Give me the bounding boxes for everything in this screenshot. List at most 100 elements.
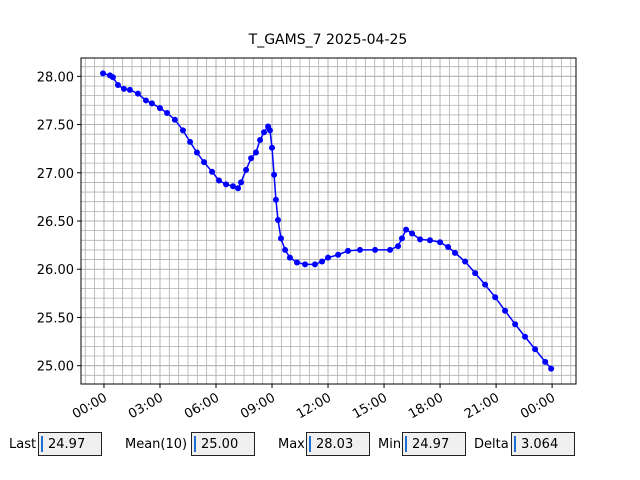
data-point [452, 249, 459, 256]
data-point [319, 258, 326, 265]
x-tick-label: 12:00 [294, 390, 334, 422]
chart: T_GAMS_7 2025-04-25 25.00 25.50 26.00 26.50… [37, 32, 577, 422]
data-point [171, 116, 178, 123]
status-field: Last 24.97 [9, 432, 102, 456]
data-point [271, 171, 278, 178]
status-value: 3.064 [521, 436, 559, 452]
y-tick-label: 26.50 [37, 215, 74, 230]
data-point [512, 321, 519, 328]
data-point [302, 261, 309, 268]
data-point [532, 346, 539, 353]
x-tick-label: 21:00 [462, 390, 502, 422]
status-value: 24.97 [412, 436, 450, 452]
data-point [126, 86, 133, 93]
data-point [269, 144, 276, 151]
data-point [187, 138, 194, 145]
data-point [409, 230, 416, 237]
data-point [223, 181, 230, 188]
data-point [356, 246, 363, 253]
text-cursor [41, 436, 43, 452]
status-value-box[interactable]: 24.97 [38, 432, 102, 456]
status-label: Delta [474, 436, 509, 452]
data-point [542, 358, 549, 365]
status-value: 28.03 [316, 436, 354, 452]
x-tick-label: 06:00 [182, 390, 222, 422]
y-tick-label: 25.00 [37, 360, 74, 375]
data-point [266, 127, 273, 134]
status-value: 25.00 [201, 436, 239, 452]
text-cursor [405, 436, 407, 452]
y-tick-label: 25.50 [37, 311, 74, 326]
status-field: Max 28.03 [278, 432, 370, 456]
status-field: Delta 3.064 [474, 432, 575, 456]
status-label: Min [378, 436, 402, 452]
status-value: 24.97 [48, 436, 86, 452]
data-point [109, 74, 116, 81]
plot-frame [80, 57, 577, 385]
data-point [492, 294, 499, 301]
data-point [260, 129, 267, 136]
data-point [403, 226, 410, 233]
data-point [209, 168, 216, 175]
data-point [252, 149, 259, 156]
data-point [243, 166, 250, 173]
data-point [387, 246, 394, 253]
text-cursor [514, 436, 516, 452]
x-tick-label: 09:00 [238, 390, 278, 422]
data-point [502, 307, 509, 314]
data-point [398, 235, 405, 242]
data-point [201, 159, 208, 166]
status-field: Min 24.97 [378, 432, 466, 456]
data-point [274, 217, 281, 224]
x-tick-label: 00:00 [518, 390, 558, 422]
x-tick-label: 15:00 [350, 390, 390, 422]
status-value-box[interactable]: 25.00 [191, 432, 255, 456]
data-point [522, 333, 529, 340]
data-point [325, 254, 332, 261]
data-point [100, 70, 107, 77]
y-tick-label: 27.00 [37, 167, 74, 182]
data-point [311, 261, 318, 268]
status-value-box[interactable]: 3.064 [511, 432, 575, 456]
x-tick-label: 18:00 [406, 390, 446, 422]
data-point [134, 90, 141, 97]
status-value-box[interactable]: 24.97 [402, 432, 466, 456]
data-point [472, 270, 479, 277]
status-label: Max [278, 436, 305, 452]
chart-title: T_GAMS_7 2025-04-25 [248, 32, 408, 48]
data-point [164, 109, 171, 116]
data-point [229, 183, 236, 190]
data-point [372, 246, 379, 253]
data-point [114, 82, 121, 89]
x-tick-label: 03:00 [126, 390, 166, 422]
data-point [215, 177, 222, 184]
data-point [148, 100, 155, 107]
y-tick-label: 27.50 [37, 119, 74, 134]
data-point [445, 244, 452, 251]
data-point [462, 258, 469, 265]
data-point [272, 196, 279, 203]
data-point [179, 127, 186, 134]
data-point [335, 251, 342, 258]
data-point [395, 243, 402, 250]
data-point [345, 247, 352, 254]
data-point [286, 254, 293, 261]
data-point [437, 239, 444, 246]
data-point [294, 259, 301, 266]
data-point [482, 281, 489, 288]
y-tick-label: 26.00 [37, 263, 74, 278]
data-point [193, 149, 200, 156]
data-point [235, 185, 242, 192]
status-value-box[interactable]: 28.03 [306, 432, 370, 456]
y-tick-label: 28.00 [37, 70, 74, 85]
status-label: Last [9, 436, 37, 452]
status-field: Mean(10) 25.00 [125, 432, 255, 456]
data-point [120, 85, 127, 92]
text-cursor [309, 436, 311, 452]
data-point [417, 236, 424, 243]
x-tick-label: 00:00 [70, 390, 110, 422]
data-point [142, 97, 149, 104]
data-point [238, 179, 245, 186]
data-point [248, 155, 255, 162]
